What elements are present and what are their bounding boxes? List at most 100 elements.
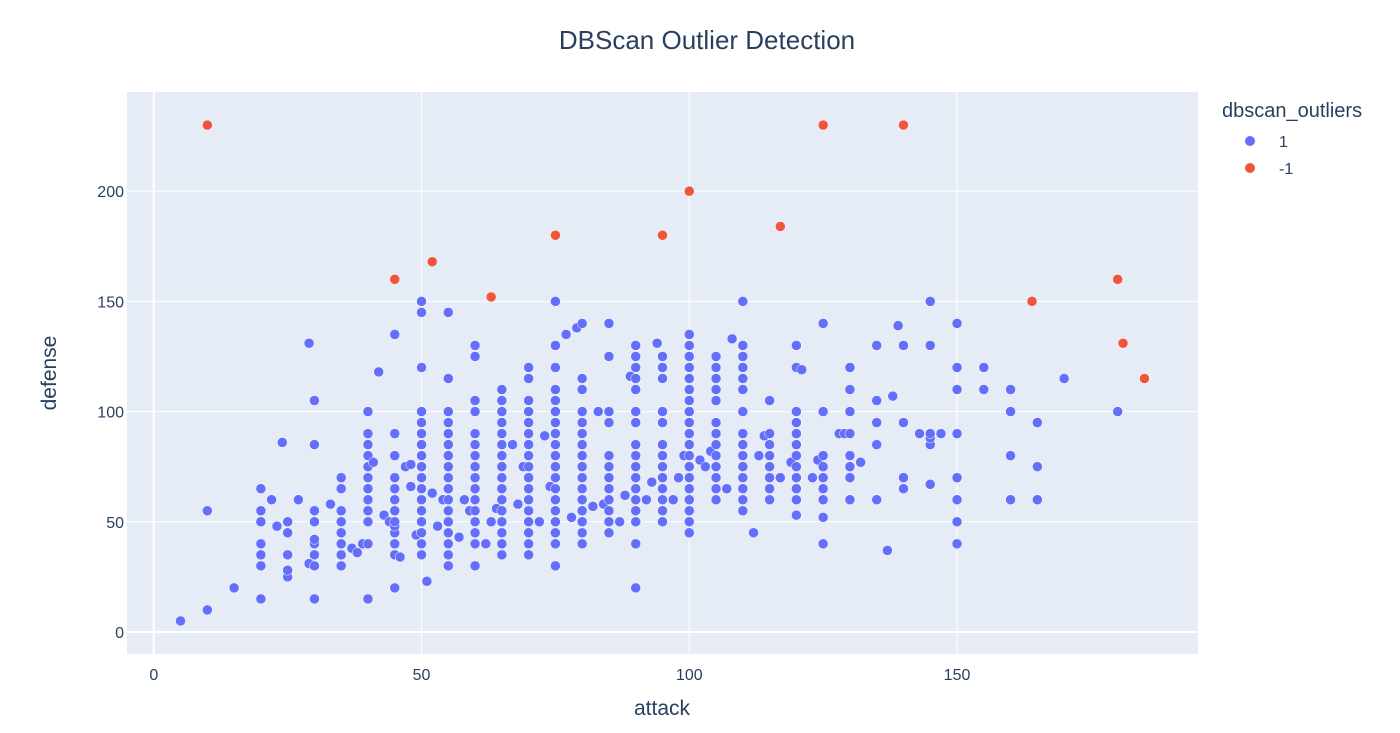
data-point[interactable] [309, 593, 320, 605]
data-point[interactable] [325, 498, 336, 510]
data-point[interactable] [496, 417, 508, 428]
data-point[interactable] [630, 450, 641, 461]
data-point[interactable] [657, 230, 668, 241]
data-point[interactable] [817, 494, 829, 505]
data-point[interactable] [443, 461, 454, 472]
data-point[interactable] [416, 417, 427, 428]
data-point[interactable] [550, 516, 561, 528]
data-point[interactable] [657, 505, 668, 516]
data-point[interactable] [469, 538, 481, 550]
data-point[interactable] [817, 472, 829, 483]
data-point[interactable] [303, 337, 315, 349]
data-point[interactable] [469, 340, 481, 351]
data-point[interactable] [592, 406, 604, 417]
data-point[interactable] [335, 483, 347, 494]
data-point[interactable] [576, 318, 588, 329]
data-point[interactable] [416, 296, 427, 307]
data-point[interactable] [576, 450, 588, 461]
data-point[interactable] [978, 362, 990, 373]
data-point[interactable] [710, 428, 722, 439]
data-point[interactable] [817, 119, 829, 131]
data-point[interactable] [389, 329, 400, 340]
data-point[interactable] [951, 384, 963, 395]
data-point[interactable] [362, 483, 374, 494]
data-point[interactable] [684, 362, 695, 373]
data-point[interactable] [550, 417, 561, 428]
data-point[interactable] [817, 538, 829, 550]
data-point[interactable] [469, 494, 481, 505]
data-point[interactable] [576, 461, 588, 472]
data-point[interactable] [496, 450, 508, 461]
data-point[interactable] [459, 494, 470, 505]
data-point[interactable] [630, 362, 641, 373]
data-point[interactable] [576, 494, 588, 505]
data-point[interactable] [362, 538, 374, 550]
data-point[interactable] [737, 505, 749, 516]
data-point[interactable] [898, 472, 909, 483]
data-point[interactable] [951, 428, 963, 439]
data-point[interactable] [443, 439, 454, 450]
data-point[interactable] [469, 516, 481, 528]
legend-marker[interactable] [1245, 136, 1255, 146]
data-point[interactable] [576, 406, 588, 417]
data-point[interactable] [603, 417, 615, 428]
data-point[interactable] [871, 494, 882, 505]
data-point[interactable] [844, 450, 856, 461]
data-point[interactable] [443, 527, 454, 539]
data-point[interactable] [405, 459, 417, 470]
data-point[interactable] [603, 516, 615, 528]
data-point[interactable] [576, 505, 588, 516]
data-point[interactable] [576, 538, 588, 550]
data-point[interactable] [898, 483, 909, 494]
data-point[interactable] [389, 494, 400, 505]
data-point[interactable] [684, 450, 695, 461]
data-point[interactable] [630, 384, 641, 395]
data-point[interactable] [587, 501, 599, 512]
data-point[interactable] [641, 494, 652, 505]
data-point[interactable] [737, 461, 749, 472]
data-point[interactable] [550, 505, 561, 516]
data-point[interactable] [925, 428, 936, 439]
data-point[interactable] [737, 406, 749, 417]
data-point[interactable] [764, 472, 775, 483]
data-point[interactable] [710, 373, 722, 384]
data-point[interactable] [710, 362, 722, 373]
data-point[interactable] [1032, 494, 1043, 505]
data-point[interactable] [614, 516, 625, 528]
data-point[interactable] [791, 428, 802, 439]
data-point[interactable] [453, 531, 465, 543]
data-point[interactable] [726, 333, 738, 345]
data-point[interactable] [576, 527, 588, 539]
data-point[interactable] [898, 417, 909, 428]
data-point[interactable] [657, 494, 668, 505]
data-point[interactable] [309, 534, 320, 545]
data-point[interactable] [496, 527, 508, 539]
data-point[interactable] [737, 384, 749, 395]
data-point[interactable] [737, 483, 749, 494]
data-point[interactable] [277, 437, 288, 448]
data-point[interactable] [737, 428, 749, 439]
data-point[interactable] [416, 516, 427, 528]
data-point[interactable] [646, 476, 658, 488]
data-point[interactable] [523, 428, 534, 439]
data-point[interactable] [684, 373, 695, 384]
data-point[interactable] [684, 406, 695, 417]
data-point[interactable] [630, 373, 641, 384]
data-point[interactable] [684, 483, 695, 494]
data-point[interactable] [405, 481, 417, 492]
data-point[interactable] [550, 428, 561, 439]
data-point[interactable] [978, 384, 990, 395]
data-point[interactable] [951, 538, 963, 550]
data-point[interactable] [1139, 373, 1150, 384]
data-point[interactable] [335, 560, 347, 572]
data-point[interactable] [335, 549, 347, 561]
data-point[interactable] [887, 390, 899, 402]
data-point[interactable] [855, 457, 866, 468]
data-point[interactable] [603, 483, 615, 494]
data-point[interactable] [844, 362, 856, 373]
data-point[interactable] [844, 384, 856, 395]
data-point[interactable] [550, 439, 561, 450]
data-point[interactable] [496, 395, 508, 406]
data-point[interactable] [496, 428, 508, 439]
data-point[interactable] [657, 406, 668, 417]
